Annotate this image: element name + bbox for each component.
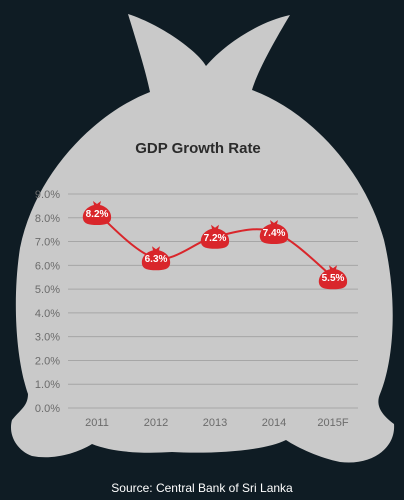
y-tick-label: 7.0% xyxy=(35,237,60,249)
money-bag-icon xyxy=(200,224,230,249)
data-label: 8.2% xyxy=(86,209,109,220)
y-tick-label: 1.0% xyxy=(35,379,60,391)
money-bag-icon xyxy=(259,220,289,245)
data-point: 7.2% xyxy=(200,224,230,249)
data-point: 5.5% xyxy=(318,265,348,290)
money-bag-icon xyxy=(82,201,112,226)
x-tick-label: 2015F xyxy=(317,417,348,429)
data-label: 7.4% xyxy=(263,228,286,239)
money-bag-icon xyxy=(318,265,348,290)
data-point: 7.4% xyxy=(259,220,289,245)
y-tick-label: 4.0% xyxy=(35,308,60,320)
x-tick-label: 2011 xyxy=(85,417,109,429)
x-tick-label: 2014 xyxy=(262,417,286,429)
y-tick-label: 5.0% xyxy=(35,284,60,296)
chart-title: GDP Growth Rate xyxy=(135,140,261,157)
y-tick-label: 9.0% xyxy=(35,189,60,201)
data-label: 7.2% xyxy=(204,233,227,244)
y-tick-label: 0.0% xyxy=(35,403,60,415)
data-label: 5.5% xyxy=(322,273,345,284)
data-point: 8.2% xyxy=(82,201,112,226)
x-tick-label: 2012 xyxy=(144,417,168,429)
data-point: 6.3% xyxy=(141,246,171,271)
source-text: Source: Central Bank of Sri Lanka xyxy=(111,481,293,495)
data-label: 6.3% xyxy=(145,254,168,265)
money-bag-icon xyxy=(141,246,171,271)
y-tick-label: 3.0% xyxy=(35,332,60,344)
y-tick-label: 2.0% xyxy=(35,355,60,367)
y-tick-label: 6.0% xyxy=(35,260,60,272)
x-tick-label: 2013 xyxy=(203,417,227,429)
y-tick-label: 8.0% xyxy=(35,213,60,225)
